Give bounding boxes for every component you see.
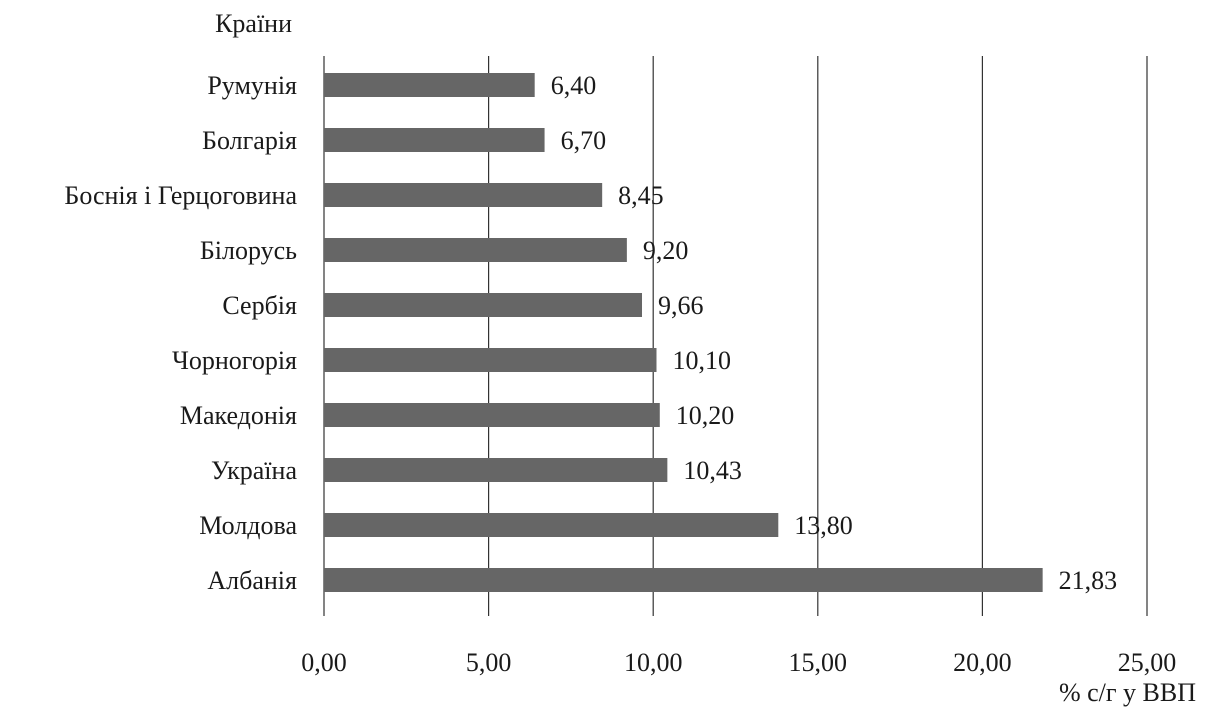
- value-labels: 6,40 6,70 8,45 9,20 9,66 10,10 10,20 10,43 13,80…: [551, 71, 1117, 595]
- bar-value-label: 10,43: [683, 456, 742, 485]
- bar-value-label: 6,70: [561, 126, 607, 155]
- bar: [324, 293, 643, 317]
- bar: [324, 513, 779, 537]
- category-label: Чорногорія: [172, 346, 297, 375]
- category-label: Боснія і Герцоговина: [64, 181, 297, 210]
- bar-value-label: 13,80: [794, 511, 853, 540]
- bar: [324, 128, 545, 152]
- bar: [324, 73, 535, 97]
- bar-value-label: 9,20: [643, 236, 689, 265]
- x-tick-label: 10,00: [624, 648, 683, 677]
- category-labels: Румунія Болгарія Боснія і Герцоговина Білор…: [64, 71, 297, 595]
- category-label: Білорусь: [200, 236, 297, 265]
- x-tick-label: 5,00: [466, 648, 512, 677]
- category-label: Македонія: [180, 401, 297, 430]
- bar: [324, 238, 627, 262]
- category-label: Сербія: [222, 291, 297, 320]
- x-tick-label: 25,00: [1118, 648, 1177, 677]
- bar-value-label: 21,83: [1059, 566, 1118, 595]
- category-label: Молдова: [199, 511, 297, 540]
- bar: [324, 403, 660, 427]
- bar: [324, 348, 657, 372]
- bar-value-label: 9,66: [658, 291, 704, 320]
- bar-value-label: 10,20: [676, 401, 735, 430]
- y-axis-title: Країни: [215, 9, 292, 38]
- x-tick-label: 20,00: [953, 648, 1012, 677]
- category-label: Албанія: [207, 566, 297, 595]
- bars: [324, 73, 1043, 592]
- category-label: Болгарія: [202, 126, 297, 155]
- bar: [324, 183, 603, 207]
- category-label: Румунія: [207, 71, 297, 100]
- x-tick-labels: 0,00 5,00 10,00 15,00 20,00 25,00: [301, 648, 1176, 677]
- bar-value-label: 10,10: [672, 346, 731, 375]
- bar: [324, 458, 668, 482]
- x-axis-title: % с/г у ВВП: [1059, 678, 1196, 707]
- bar-value-label: 6,40: [551, 71, 597, 100]
- x-tick-label: 15,00: [789, 648, 848, 677]
- category-label: Україна: [211, 456, 297, 485]
- x-tick-label: 0,00: [301, 648, 347, 677]
- bar-value-label: 8,45: [618, 181, 664, 210]
- bar: [324, 568, 1043, 592]
